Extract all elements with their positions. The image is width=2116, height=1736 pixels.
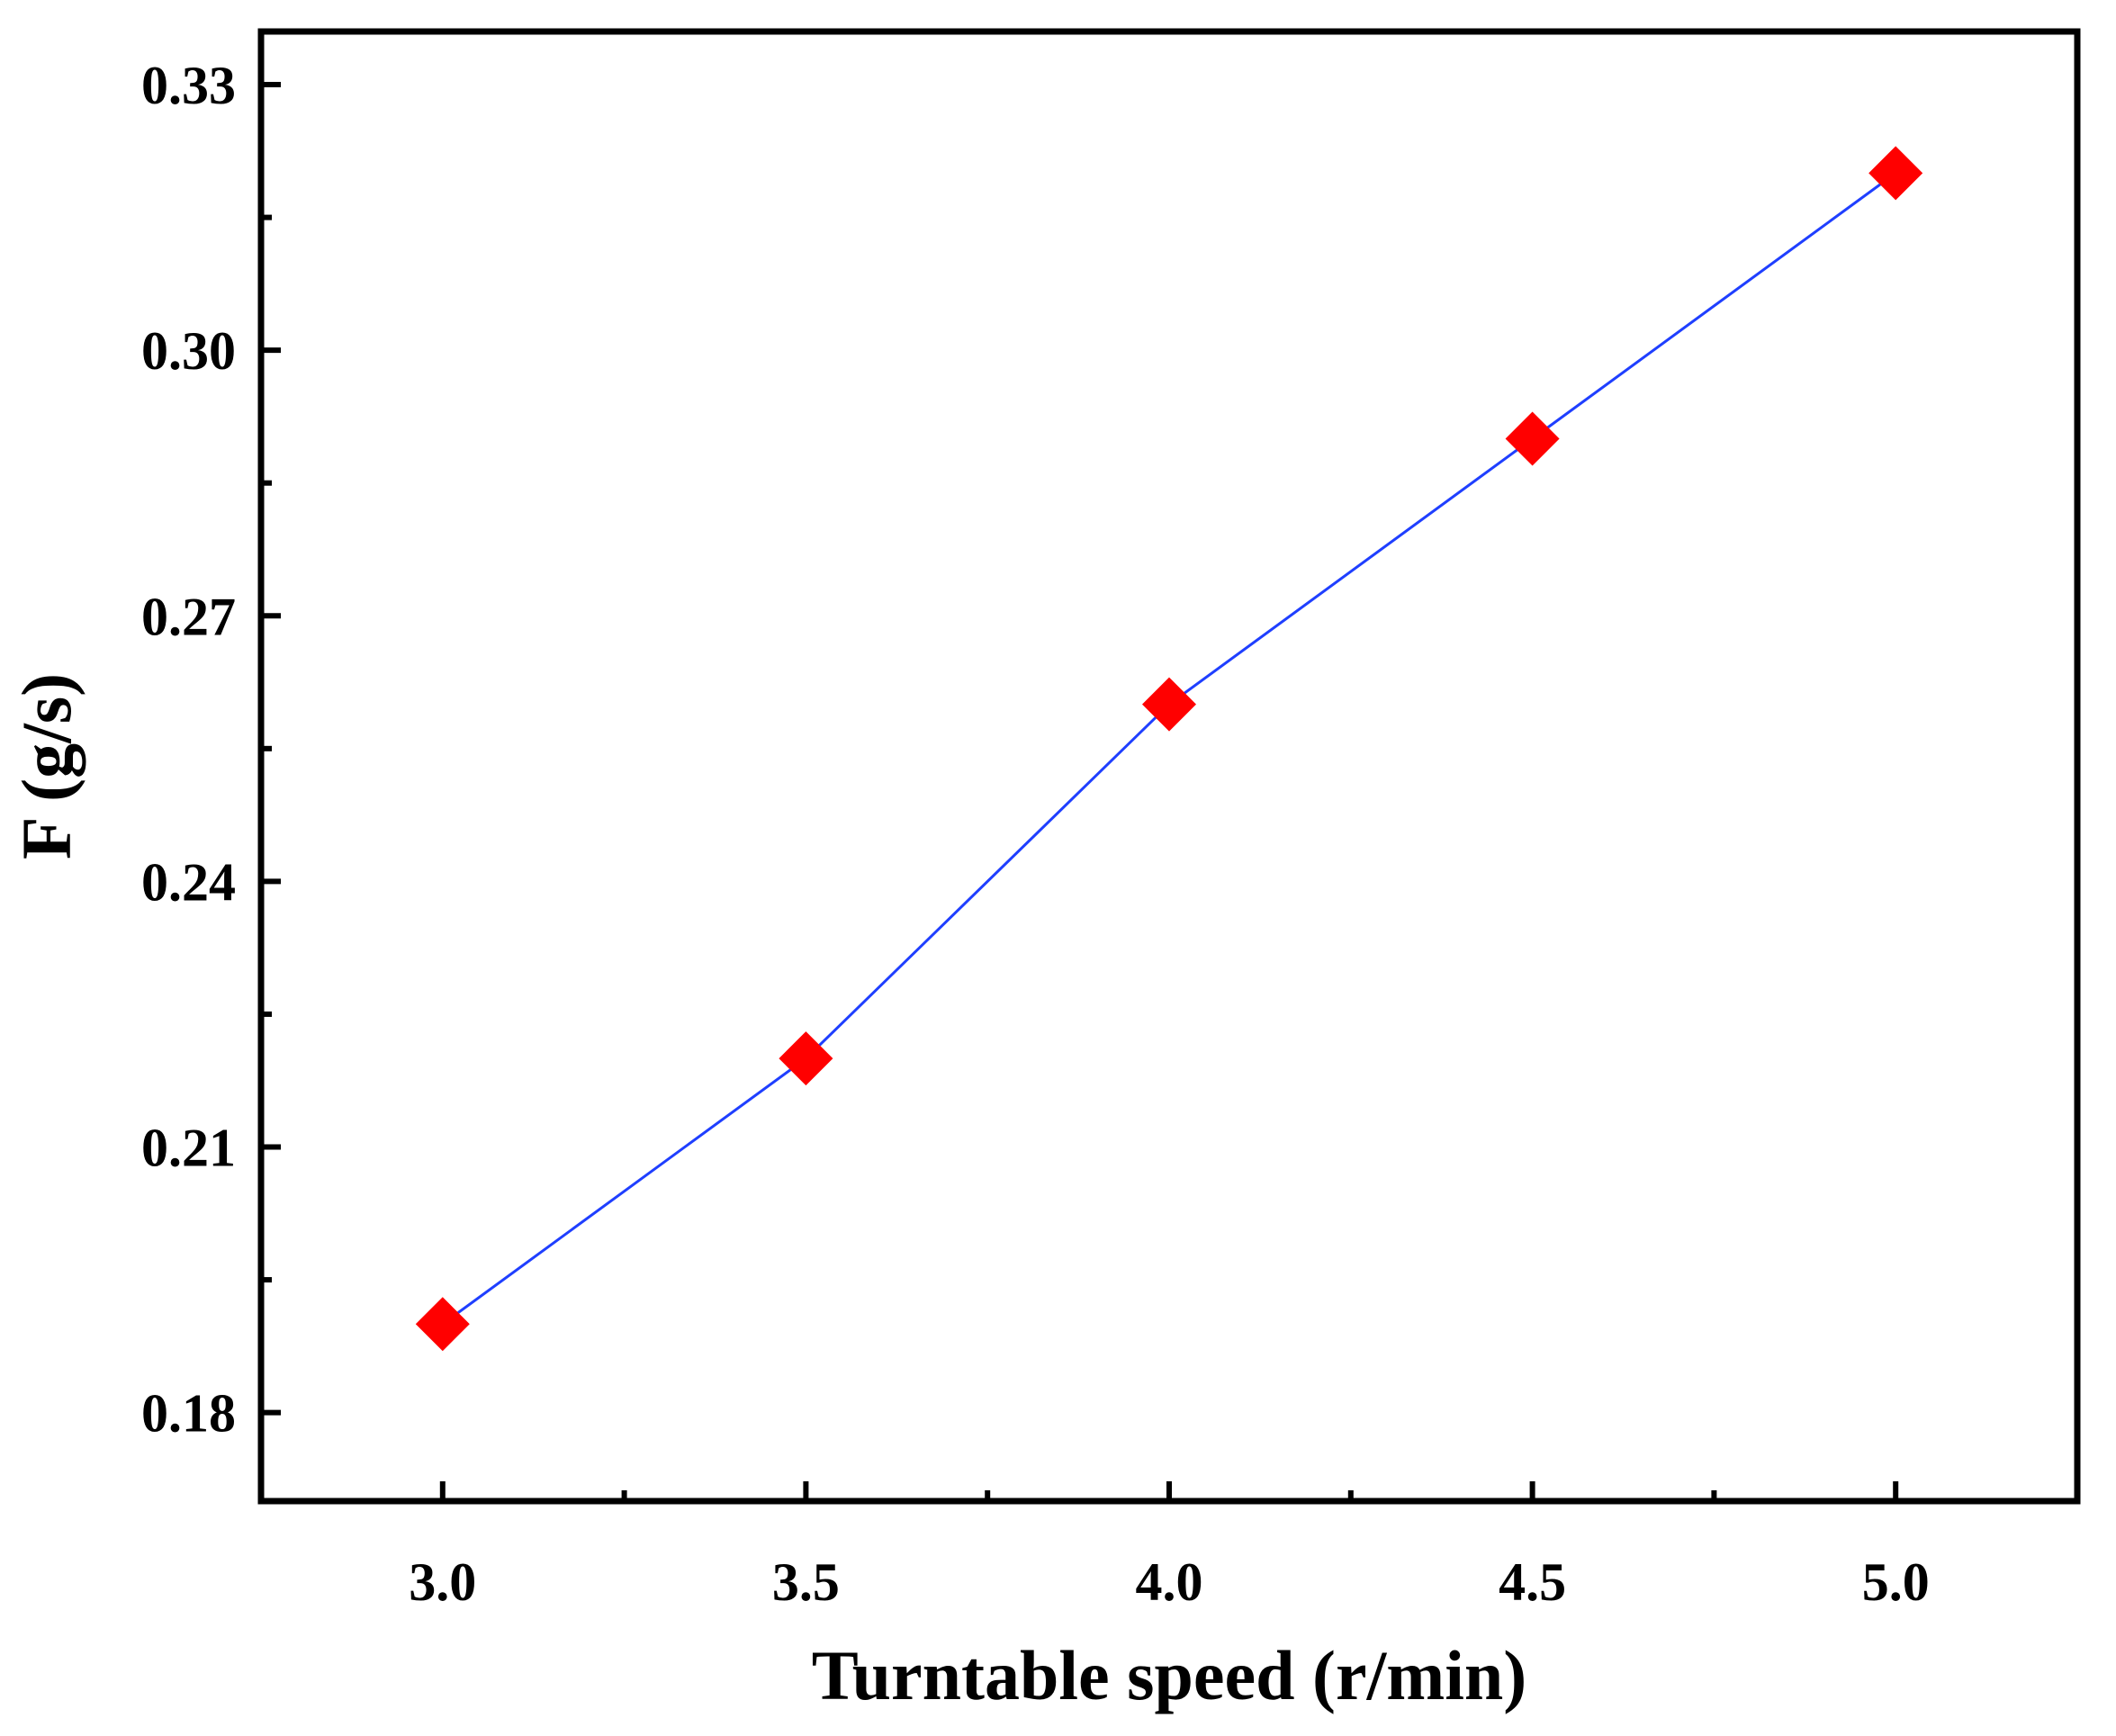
x-tick-label: 5.0: [1862, 1552, 1930, 1612]
y-tick-label: 0.18: [141, 1384, 236, 1444]
y-axis-title: F (g/s): [7, 673, 86, 859]
data-point-marker: [1142, 677, 1196, 732]
data-point-marker: [1505, 411, 1560, 466]
y-tick-label: 0.24: [141, 852, 236, 912]
plot-frame: [257, 28, 2081, 1505]
y-tick-label: 0.30: [141, 321, 236, 381]
x-tick-label: 3.0: [409, 1552, 476, 1612]
x-tick-label: 4.0: [1136, 1552, 1203, 1612]
markers-layer: [415, 146, 1923, 1352]
data-point-marker: [1868, 146, 1923, 201]
series-line: [441, 172, 1897, 1326]
tick-labels-layer: 3.0 3.5 4.0 4.5 5.0 0.18 0.21 0.24 0.27 0.30 0.33: [141, 56, 1930, 1612]
x-tick-label: 4.5: [1499, 1552, 1566, 1612]
data-point-marker: [415, 1297, 470, 1352]
data-point-marker: [779, 1031, 833, 1086]
series-line-layer: [441, 172, 1897, 1326]
y-tick-label: 0.21: [141, 1119, 236, 1178]
y-tick-label: 0.27: [141, 587, 236, 646]
x-tick-label: 3.5: [772, 1552, 840, 1612]
y-tick-label: 0.33: [141, 56, 236, 115]
x-axis-title: Turntable speed (r/min): [812, 1636, 1527, 1714]
